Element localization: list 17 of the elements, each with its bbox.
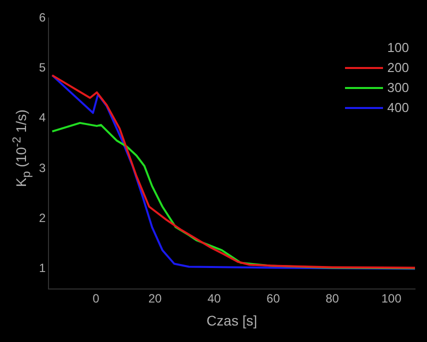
legend-title: 100 [386,39,409,58]
x-tick-label: 0 [92,291,100,306]
x-tick-label: 40 [207,291,222,306]
y-tick-label: 6 [38,10,46,25]
y-tick-label: 4 [38,110,46,125]
y-tick-label: 1 [38,261,46,276]
legend-label: 300 [387,79,409,98]
x-tick-label: 80 [326,291,340,306]
x-tick-label: 20 [148,291,162,306]
legend-label: 200 [387,59,409,78]
x-tick-label: 60 [266,291,280,306]
x-axis-title: Czas [s] [206,312,258,328]
y-tick-label: 3 [38,160,46,175]
x-tick-label: 100 [381,291,402,306]
legend-label: 400 [387,99,409,118]
y-tick-label: 2 [38,210,46,225]
y-tick-label: 5 [38,60,46,75]
